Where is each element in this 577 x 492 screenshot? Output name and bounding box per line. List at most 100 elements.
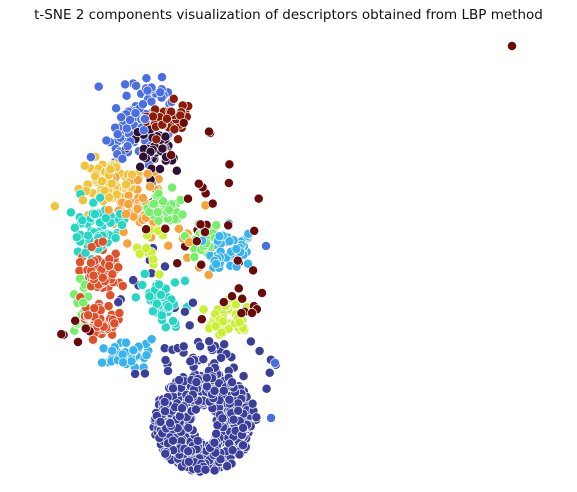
scatter-point (97, 272, 108, 283)
scatter-point (169, 124, 180, 135)
scatter-point (163, 366, 173, 376)
scatter-point (95, 192, 106, 203)
scatter-point (227, 445, 238, 456)
scatter-point (184, 320, 195, 331)
scatter-point (179, 306, 190, 317)
scatter-point (266, 413, 276, 423)
scatter-point (160, 355, 171, 366)
scatter-point (168, 316, 178, 326)
scatter-point (253, 193, 264, 204)
scatter-point (156, 310, 167, 321)
scatter-point (90, 171, 101, 182)
scatter-point (161, 113, 172, 124)
scatter-point (151, 134, 162, 145)
scatter-point (169, 277, 180, 288)
scatter-point (80, 323, 91, 334)
scatter-point (163, 301, 174, 312)
scatter-point (191, 377, 202, 388)
scatter-point (139, 269, 150, 279)
scatter-point (130, 292, 141, 303)
scatter-point (173, 134, 183, 145)
scatter-point (160, 448, 171, 459)
scatter-point (89, 303, 100, 314)
scatter-point (153, 215, 164, 226)
scatter-point (187, 297, 198, 308)
scatter-point (93, 318, 104, 329)
scatter-point (103, 301, 114, 312)
scatter-point (223, 220, 234, 231)
scatter-point (209, 437, 220, 448)
scatter-point (142, 85, 153, 96)
scatter-point (110, 233, 121, 243)
scatter-point (257, 288, 267, 298)
scatter-point (121, 179, 132, 190)
scatter-point (233, 283, 244, 294)
scatter-point (218, 297, 229, 308)
scatter-point (134, 248, 145, 259)
scatter-point (135, 161, 146, 172)
scatter-point (191, 236, 202, 247)
scatter-point (139, 114, 150, 124)
scatter-point (131, 80, 142, 91)
scatter-point (83, 310, 94, 321)
scatter-point (141, 224, 152, 235)
scatter-point (183, 422, 194, 433)
scatter-point (89, 209, 100, 220)
scatter-point (248, 265, 259, 276)
scatter-point (121, 337, 132, 348)
scatter-points (49, 41, 517, 477)
scatter-point (168, 383, 178, 394)
scatter-point (243, 258, 253, 269)
scatter-point (174, 411, 185, 422)
scatter-point (97, 236, 108, 247)
scatter-point (141, 73, 152, 84)
scatter-point (101, 135, 112, 146)
scatter-point (254, 346, 265, 356)
scatter-point (69, 222, 80, 233)
scatter-point (261, 383, 272, 394)
scatter-point (230, 299, 241, 310)
scatter-point (85, 152, 96, 163)
scatter-point (160, 261, 170, 272)
scatter-point (105, 290, 116, 301)
scatter-point (121, 209, 131, 220)
scatter-point (117, 220, 127, 230)
scatter-point (227, 377, 237, 388)
scatter-point (238, 422, 249, 433)
scatter-point (224, 236, 235, 247)
scatter-point (173, 223, 184, 234)
scatter-point (264, 367, 275, 378)
scatter-point (223, 178, 234, 188)
scatter-point (160, 223, 171, 234)
scatter-point (100, 213, 111, 224)
scatter-point (159, 396, 170, 407)
scatter-point (211, 259, 222, 269)
scatter-point (125, 115, 136, 125)
scatter-point (261, 241, 271, 251)
scatter-point (198, 354, 209, 365)
scatter-point (218, 316, 228, 327)
scatter-point (86, 242, 97, 252)
scatter-point (96, 176, 107, 187)
chart-title: t-SNE 2 components visualization of desc… (34, 7, 543, 23)
scatter-point (112, 129, 123, 140)
scatter-point (160, 406, 171, 417)
scatter-point (83, 230, 94, 241)
scatter-point (104, 192, 115, 203)
scatter-point (247, 308, 257, 318)
scatter-point (183, 456, 194, 467)
scatter-point (247, 398, 258, 409)
scatter-point (93, 81, 104, 92)
scatter-point (507, 41, 517, 51)
scatter-point (228, 414, 239, 425)
scatter-point (251, 412, 262, 423)
scatter-point (155, 164, 165, 174)
scatter-point (56, 329, 67, 340)
scatter-point (78, 195, 88, 206)
scatter-point (121, 90, 132, 101)
scatter-point (210, 321, 221, 332)
scatter-point (116, 112, 127, 123)
scatter-point (160, 131, 171, 142)
scatter-point (217, 413, 228, 424)
